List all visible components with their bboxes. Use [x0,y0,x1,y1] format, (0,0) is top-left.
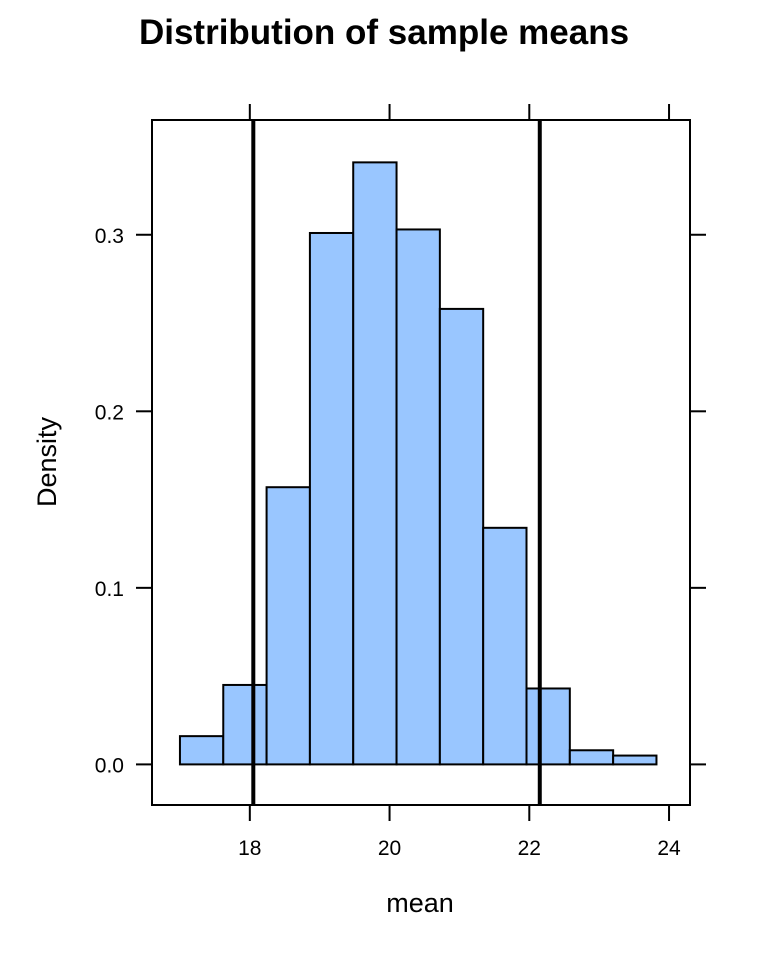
x-axis-label: mean [386,888,454,918]
histogram-bar-10 [568,749,615,766]
histogram-bar-5 [352,161,398,766]
x-tick-label: 20 [378,837,401,860]
histogram-bar-8 [482,526,528,766]
reference-lines [251,120,542,805]
plot-frame [151,119,691,806]
x-tick-label: 24 [657,837,681,860]
histogram-bars [178,161,658,766]
histogram-bar-4 [308,231,355,766]
histogram-bar-7 [438,307,485,766]
y-tick-label: 0.1 [95,578,124,601]
y-axis-label: Density [32,416,62,507]
histogram-bar-2 [222,683,268,766]
histogram-bar-3 [265,486,311,766]
histogram-bar-11 [612,754,658,766]
histogram-bar-1 [178,735,225,766]
y-tick-label: 0.0 [95,754,124,777]
y-tick-label: 0.3 [95,225,124,248]
x-tick-label: 18 [238,837,261,860]
y-axis: 0.0 0.1 0.2 0.3 [95,225,706,777]
x-axis: 18 20 22 24 [238,104,681,860]
histogram-bar-6 [395,228,441,766]
x-tick-label: 22 [518,837,541,860]
plot-panel [151,119,691,806]
chart-title: Distribution of sample means [139,13,629,52]
histogram-bar-9 [525,687,571,766]
y-tick-label: 0.2 [95,401,124,424]
